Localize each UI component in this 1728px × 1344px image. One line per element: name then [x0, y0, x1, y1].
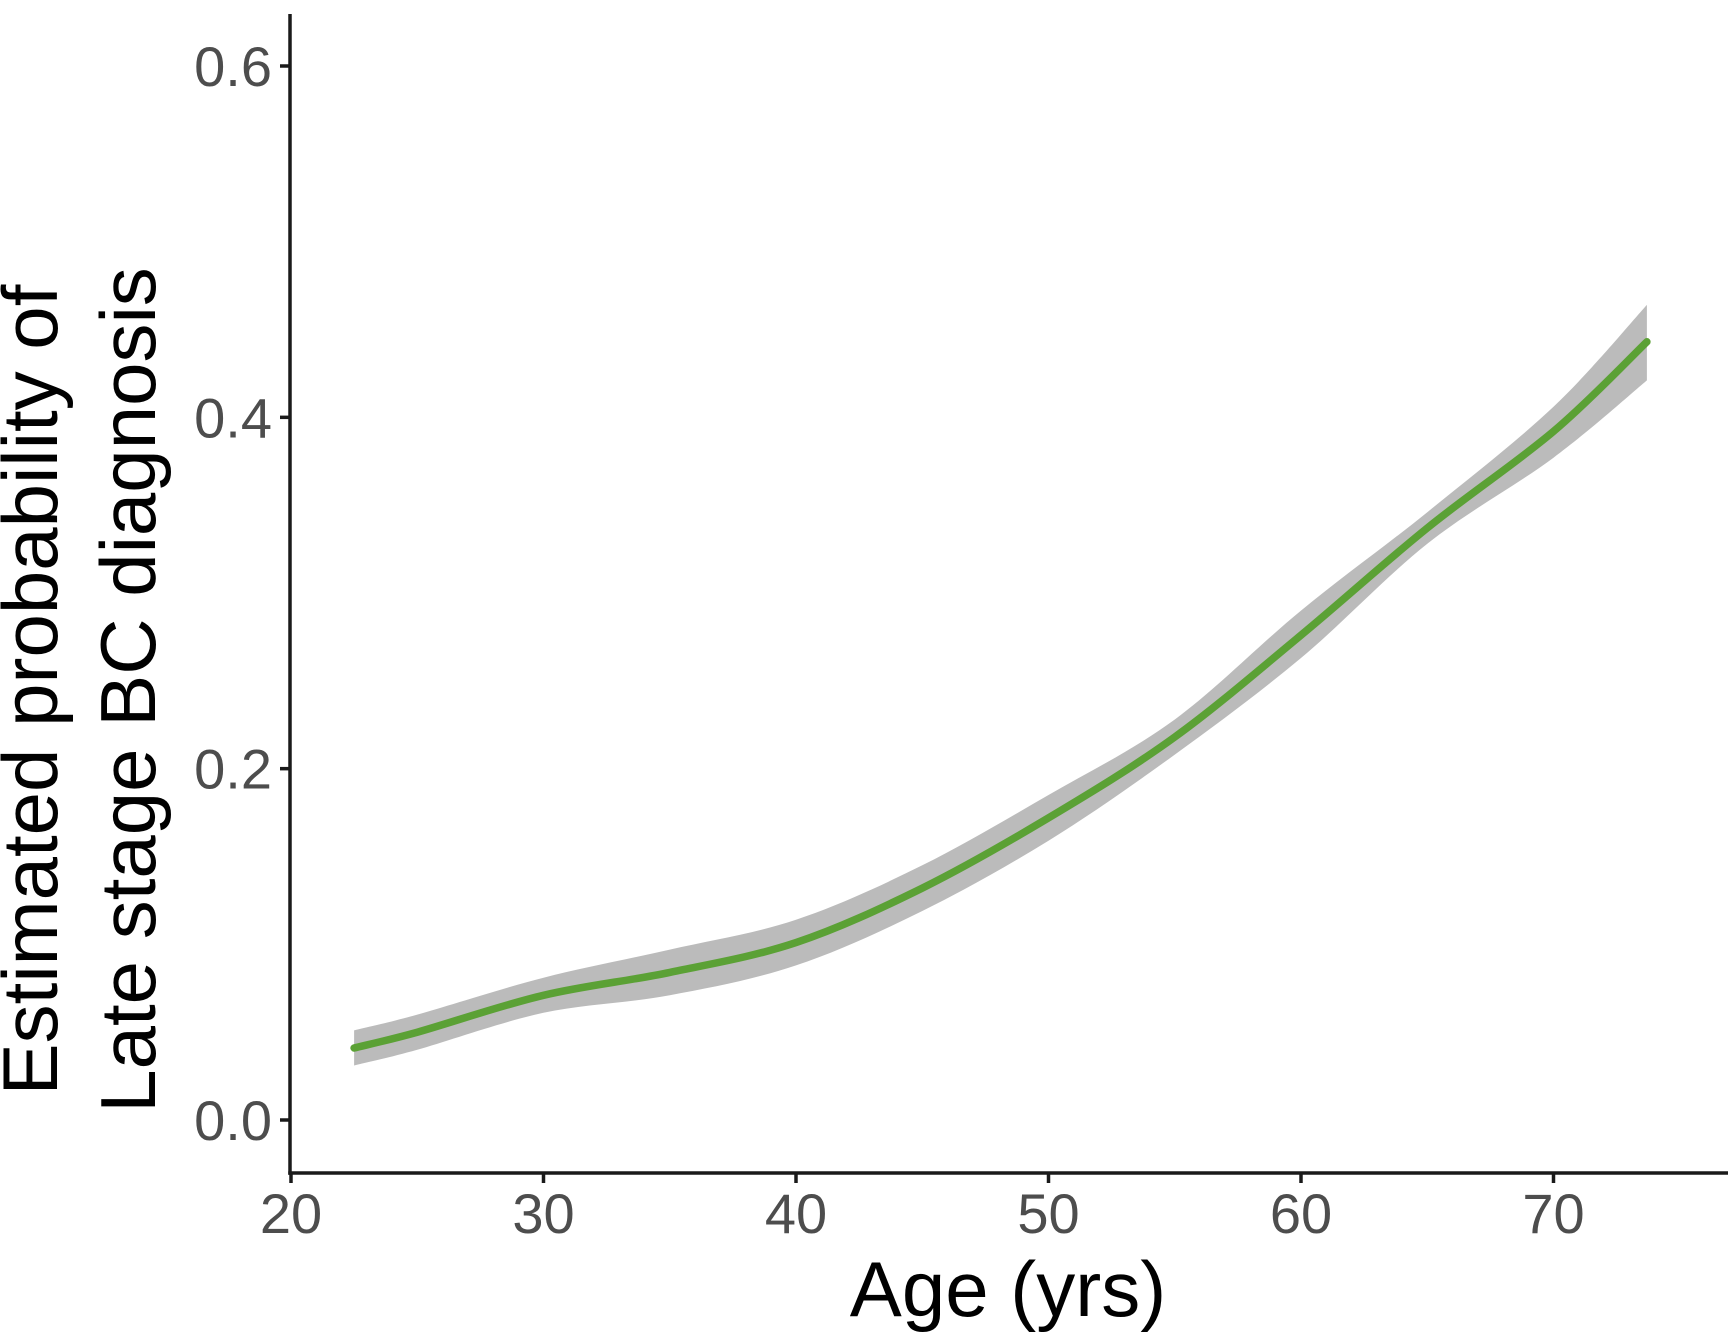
x-tick-label: 30: [512, 1182, 574, 1245]
x-tick-label: 50: [1017, 1182, 1079, 1245]
x-tick-label: 20: [260, 1182, 322, 1245]
y-axis-title-line-1: Estimated probability of: [0, 284, 74, 1095]
x-tick-label: 60: [1270, 1182, 1332, 1245]
y-tick-label: 0.6: [194, 35, 272, 98]
x-axis-title: Age (yrs): [850, 1245, 1166, 1333]
confidence-band: [354, 304, 1647, 1066]
y-axis-title: Estimated probability of Late stage BC d…: [0, 267, 172, 1113]
y-axis-tick-labels: 0.0 0.2 0.4 0.6: [194, 35, 272, 1152]
x-tick-label: 70: [1522, 1182, 1584, 1245]
y-tick-label: 0.4: [194, 386, 272, 449]
fit-line: [350, 338, 1651, 1052]
y-tick-label: 0.0: [194, 1089, 272, 1152]
y-axis-ticks: [280, 64, 290, 1122]
y-tick-label: 0.2: [194, 738, 272, 801]
y-axis-title-line-2: Late stage BC diagnosis: [84, 267, 172, 1113]
x-axis-ticks: [289, 1173, 1556, 1183]
x-tick-label: 40: [765, 1182, 827, 1245]
x-axis-tick-labels: 20 30 40 50 60 70: [260, 1182, 1585, 1245]
